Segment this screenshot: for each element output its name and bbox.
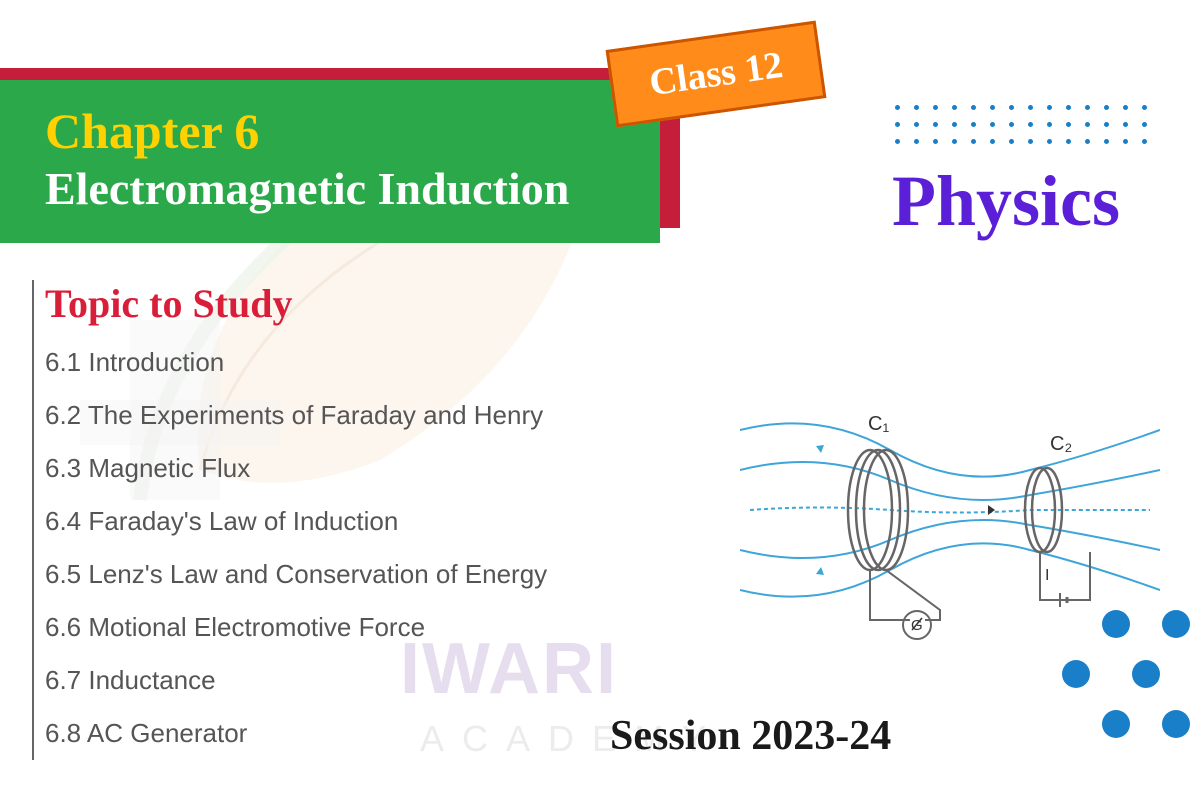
topic-item: 6.8 AC Generator (45, 718, 547, 749)
coil1-label: C₁ (868, 413, 889, 435)
coil2-label: C₂ (1050, 433, 1072, 455)
chapter-number: Chapter 6 (45, 102, 600, 160)
class-badge: Class 12 (606, 21, 827, 128)
topic-item: 6.5 Lenz's Law and Conservation of Energ… (45, 559, 547, 590)
banner-main: Chapter 6 Electromagnetic Induction (0, 80, 660, 243)
topic-item: 6.3 Magnetic Flux (45, 453, 547, 484)
topics-heading: Topic to Study (45, 280, 547, 327)
current-label: I (1045, 567, 1049, 584)
induction-diagram: C₁ C₂ G I (740, 370, 1160, 650)
session-label: Session 2023-24 (610, 712, 891, 760)
topic-item: 6.6 Motional Electromotive Force (45, 612, 547, 643)
topic-item: 6.2 The Experiments of Faraday and Henry (45, 400, 547, 431)
page-container: IWARI ACADEMY Class 12 Chapter 6 Electro… (0, 0, 1200, 800)
topic-item: 6.1 Introduction (45, 347, 547, 378)
topic-item: 6.4 Faraday's Law of Induction (45, 506, 547, 537)
chapter-banner: Chapter 6 Electromagnetic Induction (0, 80, 660, 243)
vertical-rule (32, 280, 34, 760)
subject-label: Physics (892, 160, 1120, 243)
topics-section: Topic to Study 6.1 Introduction 6.2 The … (45, 280, 547, 771)
topic-item: 6.7 Inductance (45, 665, 547, 696)
chapter-title: Electromagnetic Induction (45, 162, 600, 215)
